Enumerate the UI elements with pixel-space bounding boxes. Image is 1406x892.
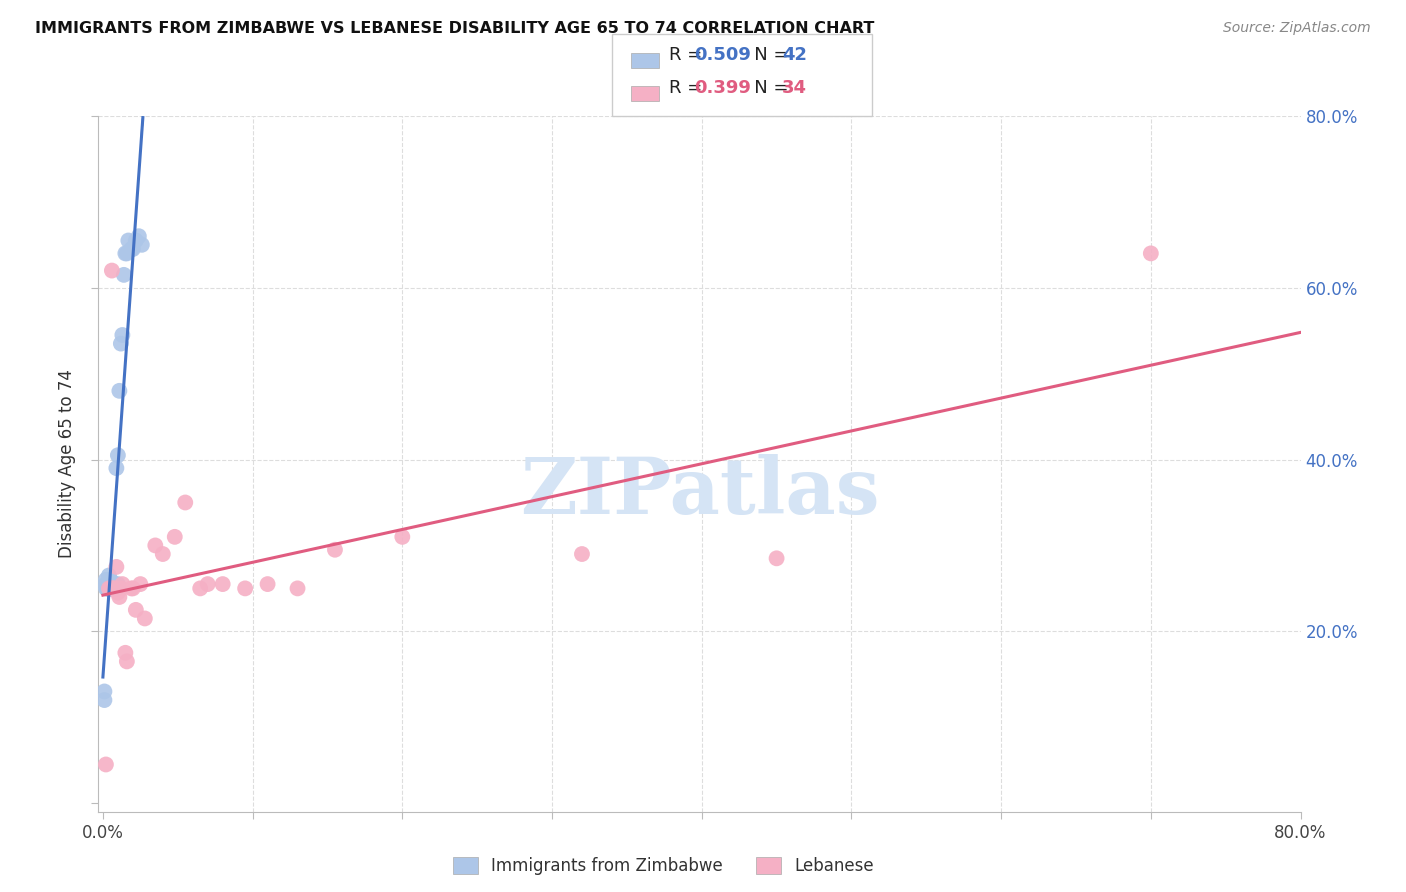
Point xyxy=(256,577,278,591)
Point xyxy=(197,577,219,591)
Point xyxy=(108,384,131,398)
Text: R =: R = xyxy=(669,46,709,64)
Point xyxy=(114,246,136,260)
Point xyxy=(174,495,197,509)
Text: N =: N = xyxy=(737,46,794,64)
Point xyxy=(105,560,128,574)
Point xyxy=(104,577,127,591)
Point xyxy=(111,328,134,343)
Point xyxy=(104,582,127,596)
Point xyxy=(100,582,122,596)
Legend: Immigrants from Zimbabwe, Lebanese: Immigrants from Zimbabwe, Lebanese xyxy=(444,848,883,883)
Point xyxy=(143,538,166,552)
Point xyxy=(111,577,134,591)
Point xyxy=(129,577,152,591)
Point xyxy=(94,573,117,587)
Point xyxy=(101,577,124,591)
Point xyxy=(110,582,132,596)
Point xyxy=(128,229,150,244)
Point xyxy=(100,582,122,596)
Point xyxy=(117,234,139,248)
Point xyxy=(121,242,143,256)
Point xyxy=(115,246,138,260)
Point xyxy=(571,547,593,561)
Text: 34: 34 xyxy=(782,79,807,97)
Point xyxy=(233,582,256,596)
Point xyxy=(97,582,120,596)
Point xyxy=(94,757,117,772)
Point xyxy=(125,603,148,617)
Text: IMMIGRANTS FROM ZIMBABWE VS LEBANESE DISABILITY AGE 65 TO 74 CORRELATION CHART: IMMIGRANTS FROM ZIMBABWE VS LEBANESE DIS… xyxy=(35,21,875,36)
Text: Source: ZipAtlas.com: Source: ZipAtlas.com xyxy=(1223,21,1371,35)
Point xyxy=(96,577,118,591)
Point xyxy=(163,530,186,544)
Point xyxy=(115,654,138,668)
Point xyxy=(97,582,120,596)
Point xyxy=(211,577,233,591)
Point xyxy=(101,582,124,596)
Point xyxy=(114,646,136,660)
Point xyxy=(97,568,120,582)
Point xyxy=(152,547,174,561)
Point xyxy=(94,582,117,596)
Point xyxy=(101,263,124,277)
Point xyxy=(112,268,135,282)
Point xyxy=(391,530,413,544)
Point xyxy=(96,582,118,596)
Point xyxy=(323,542,346,557)
Point xyxy=(101,582,124,596)
Point xyxy=(105,582,128,596)
Point xyxy=(101,582,124,596)
Point xyxy=(110,336,132,351)
Point xyxy=(103,582,125,596)
Text: R =: R = xyxy=(669,79,709,97)
Point xyxy=(97,582,120,596)
Point xyxy=(100,573,122,587)
Point xyxy=(104,577,127,591)
Point xyxy=(188,582,211,596)
Point xyxy=(108,590,131,604)
Point xyxy=(134,611,156,625)
Text: N =: N = xyxy=(737,79,794,97)
Point xyxy=(131,237,153,252)
Point xyxy=(1140,246,1163,260)
Y-axis label: Disability Age 65 to 74: Disability Age 65 to 74 xyxy=(58,369,76,558)
Point xyxy=(120,242,142,256)
Text: 42: 42 xyxy=(782,46,807,64)
Point xyxy=(100,577,122,591)
Point xyxy=(93,684,115,698)
Point xyxy=(101,577,124,591)
Point xyxy=(97,582,120,596)
Point xyxy=(120,582,142,596)
Point xyxy=(105,461,128,475)
Point xyxy=(107,585,129,599)
Point xyxy=(287,582,309,596)
Text: 0.509: 0.509 xyxy=(695,46,751,64)
Point xyxy=(96,582,118,596)
Point xyxy=(96,582,118,596)
Point xyxy=(107,577,129,591)
Text: 0.399: 0.399 xyxy=(695,79,751,97)
Point xyxy=(100,577,122,591)
Point xyxy=(121,582,143,596)
Text: ZIPatlas: ZIPatlas xyxy=(520,454,879,530)
Point xyxy=(103,582,125,596)
Point xyxy=(100,577,122,591)
Point xyxy=(107,448,129,462)
Point xyxy=(93,693,115,707)
Point xyxy=(765,551,787,566)
Point xyxy=(94,577,117,591)
Point xyxy=(125,234,148,248)
Point xyxy=(103,577,125,591)
